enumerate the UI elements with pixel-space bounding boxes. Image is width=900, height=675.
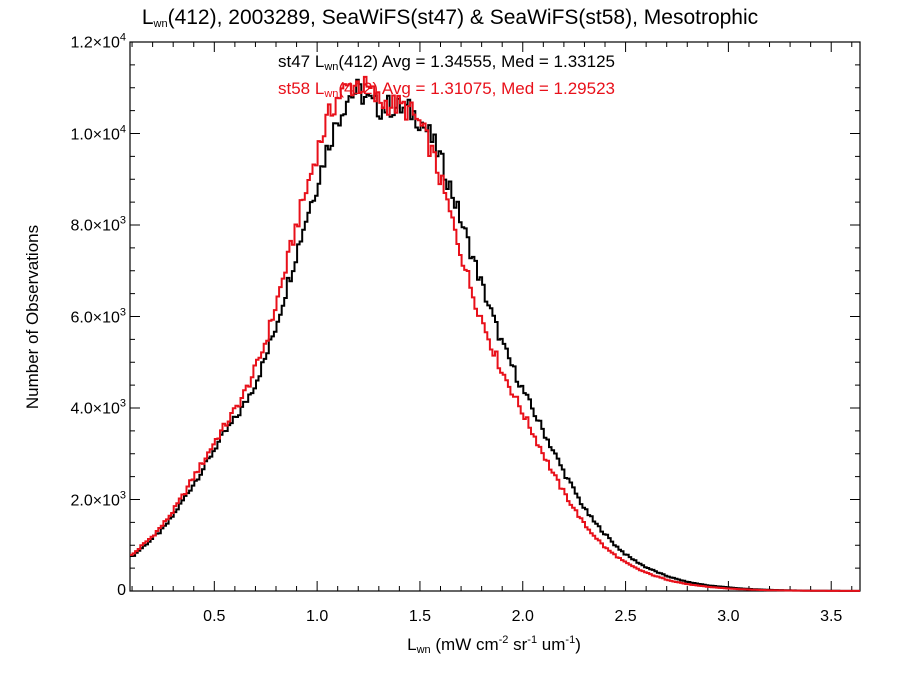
series-line-st47 (130, 78, 860, 592)
x-tick-label: 2.0 (511, 608, 534, 625)
y-tick-label: 8.0×103 (70, 214, 126, 235)
chart-title: Lwn(412), 2003289, SeaWiFS(st47) & SeaWi… (141, 6, 759, 30)
x-tick-label: 1.0 (306, 608, 329, 625)
y-tick-label: 0 (117, 582, 126, 599)
stat-st58: st58 Lwn(412) Avg = 1.31075, Med = 1.295… (278, 79, 615, 100)
series-group (130, 75, 860, 592)
y-tick-label: 4.0×103 (70, 397, 126, 418)
y-tick-label: 1.0×104 (70, 123, 126, 143)
y-tick-label: 6.0×103 (70, 306, 126, 326)
x-tick-label: 0.5 (203, 608, 226, 625)
y-tick-label: 2.0×103 (70, 489, 126, 509)
x-axis-label: Lwn (mW cm-2 sr-1 um-1) (407, 634, 581, 656)
series-line-st58 (130, 75, 860, 592)
stat-st47: st47 Lwn(412) Avg = 1.34555, Med = 1.331… (278, 52, 615, 73)
x-tick-label: 1.5 (408, 608, 432, 625)
y-tick-label: 1.2×104 (70, 31, 126, 52)
x-tick-label: 3.5 (820, 608, 843, 625)
x-tick-label: 3.0 (717, 608, 740, 625)
y-axis-label: Number of Observations (23, 224, 42, 410)
x-tick-label: 2.5 (614, 608, 637, 625)
